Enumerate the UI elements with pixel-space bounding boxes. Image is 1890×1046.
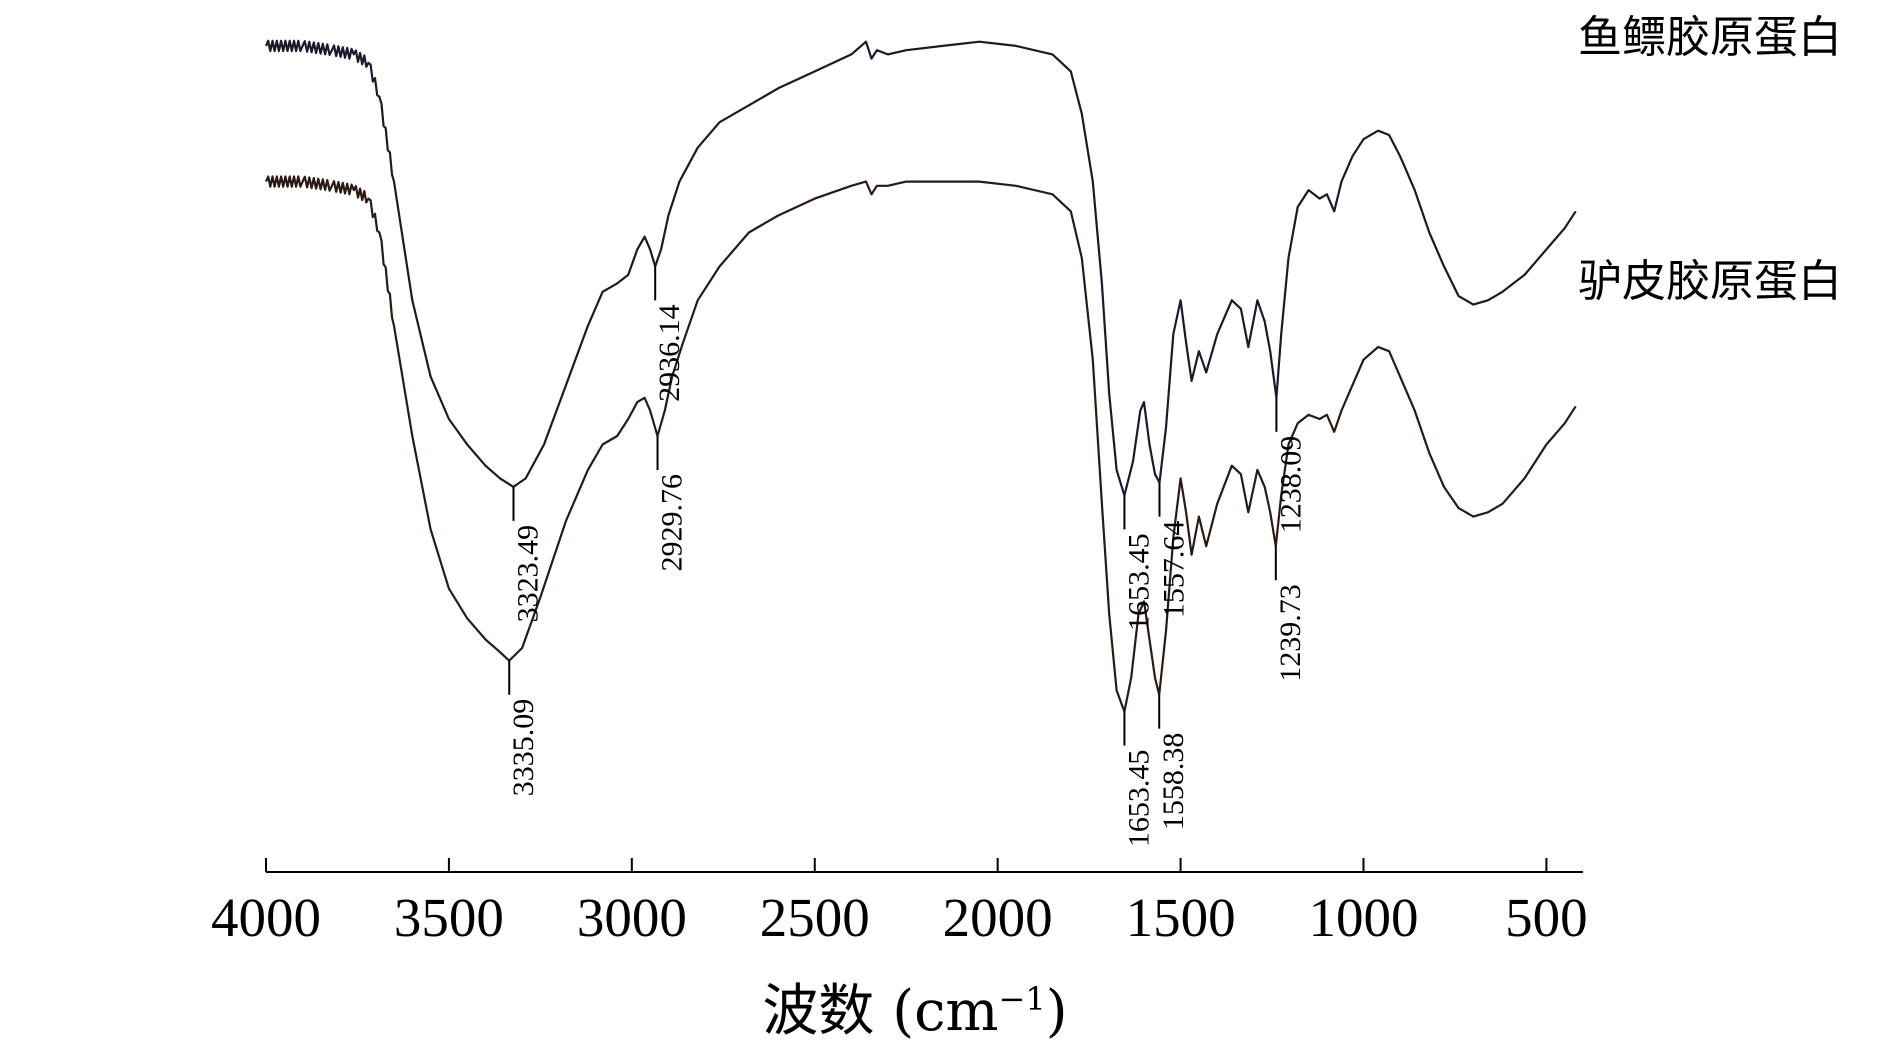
series-label-1: 驴皮胶原蛋白: [1578, 256, 1842, 307]
peak-label-6: 2929.76: [656, 474, 689, 572]
peak-label-4: 1238.09: [1274, 436, 1307, 534]
x-tick-label-4000: 4000: [211, 887, 321, 948]
peak-label-7: 1653.45: [1122, 750, 1155, 848]
x-axis-title-main: 波数 (cm: [762, 979, 998, 1044]
x-tick-label-1000: 1000: [1309, 887, 1419, 948]
x-axis: 4000 3500 3000 2500 2000 1500 1000 500: [211, 858, 1588, 948]
x-tick-label-3000: 3000: [577, 887, 687, 948]
x-axis-title-superscript: −1: [999, 980, 1046, 1018]
series-line-1: [264, 175, 1577, 713]
x-tick-label-3500: 3500: [394, 887, 504, 948]
x-axis-title-close: ): [1046, 979, 1068, 1044]
peak-label-0: 3323.49: [512, 525, 545, 623]
series-line-0: [264, 39, 1577, 497]
peak-label-5: 3335.09: [507, 699, 540, 797]
peak-label-2: 1653.45: [1122, 533, 1155, 631]
x-tick-label-2000: 2000: [943, 887, 1053, 948]
x-tick-label-500: 500: [1505, 887, 1588, 948]
x-tick-label-1500: 1500: [1126, 887, 1236, 948]
peak-label-3: 1557.64: [1158, 521, 1191, 619]
peak-label-9: 1239.73: [1274, 584, 1307, 682]
peak-label-8: 1558.38: [1157, 733, 1190, 831]
peak-label-1: 2936.14: [653, 304, 686, 402]
series-layer: [264, 39, 1577, 713]
series-label-0: 鱼鳔胶原蛋白: [1578, 12, 1842, 63]
x-axis-title: 波数 (cm−1): [762, 979, 1067, 1044]
x-tick-label-2500: 2500: [760, 887, 870, 948]
